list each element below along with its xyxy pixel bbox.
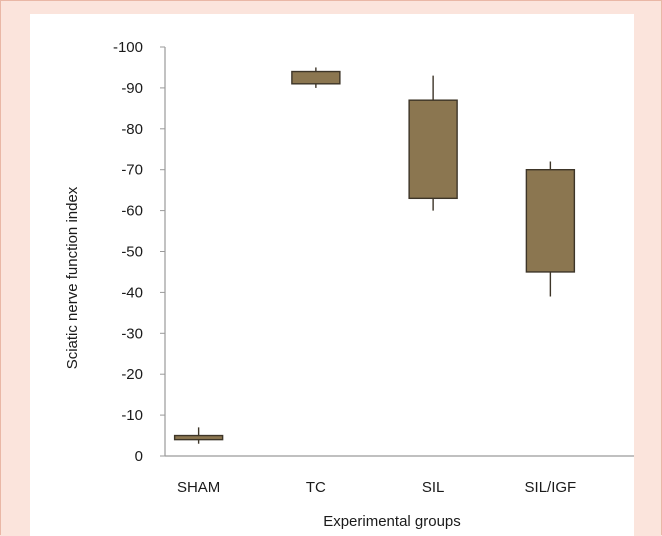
box-sham: [173, 427, 224, 444]
y-tick-label: -100: [113, 39, 143, 56]
y-tick-label: -30: [121, 325, 143, 342]
box-body: [173, 434, 224, 441]
box-plot-chart: 0-10-20-30-40-50-60-70-80-90-100 SHAM TC S…: [64, 39, 634, 530]
x-tick-label: SIL/IGF: [525, 479, 577, 496]
y-tick-label: -20: [121, 366, 143, 383]
box-tc: [291, 67, 341, 88]
box-body: [291, 70, 341, 85]
boxes: [173, 67, 576, 444]
y-tick-label: -80: [121, 121, 143, 138]
y-tick-label: -90: [121, 80, 143, 97]
box-sil: [408, 75, 458, 211]
y-tick-label: -60: [121, 203, 143, 220]
x-axis: SHAM TC SIL SIL/IGF: [165, 455, 634, 496]
box-body: [525, 168, 576, 273]
x-tick-label: SIL: [422, 479, 445, 496]
y-tick-label: -70: [121, 162, 143, 179]
chart-panel: 0 -10 -20 -30 -40 -50 -60 -70 -80 -90 -100 SHAM TC S…: [30, 14, 634, 536]
box-body: [408, 99, 458, 200]
x-axis-title: Experimental groups: [323, 513, 461, 530]
y-axis: 0 -10 -20 -30 -40 -50 -60 -70 -80 -90 -100: [113, 39, 166, 465]
y-tick-label: -40: [121, 284, 143, 301]
x-tick-label: TC: [306, 479, 326, 496]
x-tick-label: SHAM: [177, 479, 220, 496]
y-axis-title: Sciatic nerve function index: [64, 186, 81, 369]
y-tick-label: 0: [135, 448, 143, 465]
y-tick-label: -10: [121, 407, 143, 424]
box-sil-igf: [525, 161, 576, 297]
y-tick-label: -50: [121, 244, 143, 261]
